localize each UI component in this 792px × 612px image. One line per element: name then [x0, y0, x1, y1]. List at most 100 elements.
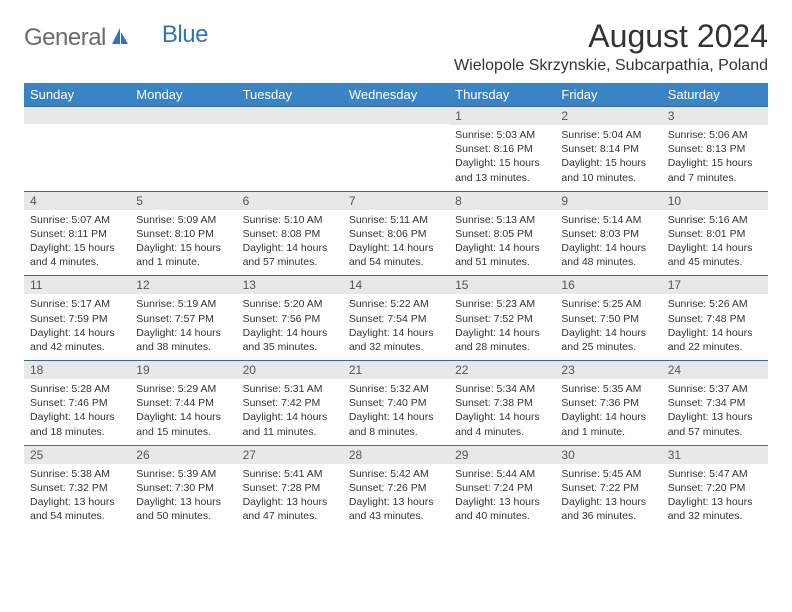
detail-line: Daylight: 13 hours: [243, 495, 337, 509]
detail-line: Daylight: 15 hours: [30, 241, 124, 255]
day-number: 14: [343, 276, 449, 294]
day-details: Sunrise: 5:10 AMSunset: 8:08 PMDaylight:…: [237, 210, 343, 276]
calendar-body: 1Sunrise: 5:03 AMSunset: 8:16 PMDaylight…: [24, 107, 768, 530]
detail-line: Daylight: 13 hours: [668, 410, 762, 424]
day-cell: 29 Sunrise: 5:44 AMSunset: 7:24 PMDayligh…: [449, 445, 555, 529]
detail-line: Daylight: 14 hours: [668, 326, 762, 340]
day-cell: 17Sunrise: 5:26 AMSunset: 7:48 PMDayligh…: [662, 276, 768, 361]
detail-line: Sunset: 8:01 PM: [668, 227, 762, 241]
detail-line: Daylight: 14 hours: [243, 326, 337, 340]
detail-line: and 38 minutes.: [136, 340, 230, 354]
day-cell: 8Sunrise: 5:13 AMSunset: 8:05 PMDaylight…: [449, 191, 555, 276]
detail-line: and 54 minutes.: [349, 255, 443, 269]
day-cell: 7Sunrise: 5:11 AMSunset: 8:06 PMDaylight…: [343, 191, 449, 276]
detail-line: Sunset: 7:22 PM: [561, 481, 655, 495]
detail-line: Daylight: 14 hours: [561, 241, 655, 255]
detail-line: Sunrise: 5:28 AM: [30, 382, 124, 396]
detail-line: Daylight: 14 hours: [349, 326, 443, 340]
detail-line: Sunrise: 5:47 AM: [668, 467, 762, 481]
day-cell: 5Sunrise: 5:09 AMSunset: 8:10 PMDaylight…: [130, 191, 236, 276]
detail-line: Sunset: 7:59 PM: [30, 312, 124, 326]
detail-line: and 22 minutes.: [668, 340, 762, 354]
detail-line: Daylight: 14 hours: [136, 410, 230, 424]
day-number: 21: [343, 361, 449, 379]
day-cell: 12Sunrise: 5:19 AMSunset: 7:57 PMDayligh…: [130, 276, 236, 361]
day-number: 29: [449, 446, 555, 464]
detail-line: Daylight: 13 hours: [349, 495, 443, 509]
day-cell: 11Sunrise: 5:17 AMSunset: 7:59 PMDayligh…: [24, 276, 130, 361]
week-row: 18 Sunrise: 5:28 AMSunset: 7:46 PM Dayligh…: [24, 361, 768, 446]
detail-line: Sunrise: 5:41 AM: [243, 467, 337, 481]
day-details: Sunrise: 5:41 AMSunset: 7:28 PMDaylight:…: [237, 464, 343, 530]
detail-line: Daylight: 14 hours: [455, 241, 549, 255]
detail-line: and 4 minutes.: [455, 425, 549, 439]
week-row: 1Sunrise: 5:03 AMSunset: 8:16 PMDaylight…: [24, 107, 768, 192]
day-details: Sunrise: 5:42 AMSunset: 7:26 PMDaylight:…: [343, 464, 449, 530]
day-cell: 1Sunrise: 5:03 AMSunset: 8:16 PMDaylight…: [449, 107, 555, 192]
detail-line: and 7 minutes.: [668, 171, 762, 185]
detail-line: and 54 minutes.: [30, 509, 124, 523]
day-number: 16: [555, 276, 661, 294]
day-details: Sunrise: 5:17 AMSunset: 7:59 PMDaylight:…: [24, 294, 130, 360]
sail-icon: [110, 26, 130, 51]
detail-line: Sunrise: 5:25 AM: [561, 297, 655, 311]
detail-line: Sunset: 7:52 PM: [455, 312, 549, 326]
day-number: 3: [662, 107, 768, 125]
detail-line: Sunset: 8:03 PM: [561, 227, 655, 241]
day-details: [130, 124, 236, 184]
detail-line: Daylight: 13 hours: [455, 495, 549, 509]
day-details: Sunrise: 5:39 AMSunset: 7:30 PMDaylight:…: [130, 464, 236, 530]
detail-line: Sunrise: 5:13 AM: [455, 213, 549, 227]
day-details: Sunrise: 5:20 AMSunset: 7:56 PMDaylight:…: [237, 294, 343, 360]
detail-line: Sunset: 7:34 PM: [668, 396, 762, 410]
detail-line: Sunset: 8:14 PM: [561, 142, 655, 156]
detail-line: and 48 minutes.: [561, 255, 655, 269]
day-number: 2: [555, 107, 661, 125]
day-header: Wednesday: [343, 83, 449, 107]
day-number: 7: [343, 192, 449, 210]
day-cell: 20Sunrise: 5:31 AMSunset: 7:42 PMDayligh…: [237, 361, 343, 446]
detail-line: Sunset: 7:24 PM: [455, 481, 549, 495]
day-cell: 10Sunrise: 5:16 AMSunset: 8:01 PMDayligh…: [662, 191, 768, 276]
detail-line: Daylight: 14 hours: [561, 410, 655, 424]
detail-line: and 43 minutes.: [349, 509, 443, 523]
day-number: 5: [130, 192, 236, 210]
day-number: 20: [237, 361, 343, 379]
day-header: Thursday: [449, 83, 555, 107]
detail-line: and 50 minutes.: [136, 509, 230, 523]
day-header: Saturday: [662, 83, 768, 107]
detail-line: Sunset: 7:40 PM: [349, 396, 443, 410]
day-header-row: Sunday Monday Tuesday Wednesday Thursday…: [24, 83, 768, 107]
detail-line: Daylight: 13 hours: [561, 495, 655, 509]
detail-line: Sunrise: 5:42 AM: [349, 467, 443, 481]
detail-line: and 28 minutes.: [455, 340, 549, 354]
detail-line: Sunset: 7:56 PM: [243, 312, 337, 326]
detail-line: Daylight: 14 hours: [455, 326, 549, 340]
detail-line: Sunrise: 5:44 AM: [455, 467, 549, 481]
day-number: 18: [24, 361, 130, 379]
day-number: 22: [449, 361, 555, 379]
detail-line: Sunrise: 5:45 AM: [561, 467, 655, 481]
brand-blue: Blue: [162, 21, 208, 49]
day-header: Tuesday: [237, 83, 343, 107]
day-details: Sunrise: 5:11 AMSunset: 8:06 PMDaylight:…: [343, 210, 449, 276]
location-subtitle: Wielopole Skrzynskie, Subcarpathia, Pola…: [454, 57, 768, 75]
detail-line: Daylight: 15 hours: [668, 156, 762, 170]
detail-line: and 42 minutes.: [30, 340, 124, 354]
day-cell: 6Sunrise: 5:10 AMSunset: 8:08 PMDaylight…: [237, 191, 343, 276]
day-cell: 4Sunrise: 5:07 AMSunset: 8:11 PMDaylight…: [24, 191, 130, 276]
detail-line: Sunset: 8:13 PM: [668, 142, 762, 156]
day-cell: 24Sunrise: 5:37 AMSunset: 7:34 PMDayligh…: [662, 361, 768, 446]
detail-line: Sunset: 7:46 PM: [30, 396, 124, 410]
detail-line: Sunset: 7:30 PM: [136, 481, 230, 495]
day-header: Friday: [555, 83, 661, 107]
day-number: [343, 107, 449, 124]
day-cell: 31Sunrise: 5:47 AMSunset: 7:20 PMDayligh…: [662, 445, 768, 529]
day-cell: 22Sunrise: 5:34 AMSunset: 7:38 PMDayligh…: [449, 361, 555, 446]
detail-line: Daylight: 14 hours: [30, 326, 124, 340]
day-number: 10: [662, 192, 768, 210]
detail-line: and 8 minutes.: [349, 425, 443, 439]
detail-line: Sunset: 8:08 PM: [243, 227, 337, 241]
detail-line: Sunrise: 5:06 AM: [668, 128, 762, 142]
detail-line: Sunrise: 5:22 AM: [349, 297, 443, 311]
